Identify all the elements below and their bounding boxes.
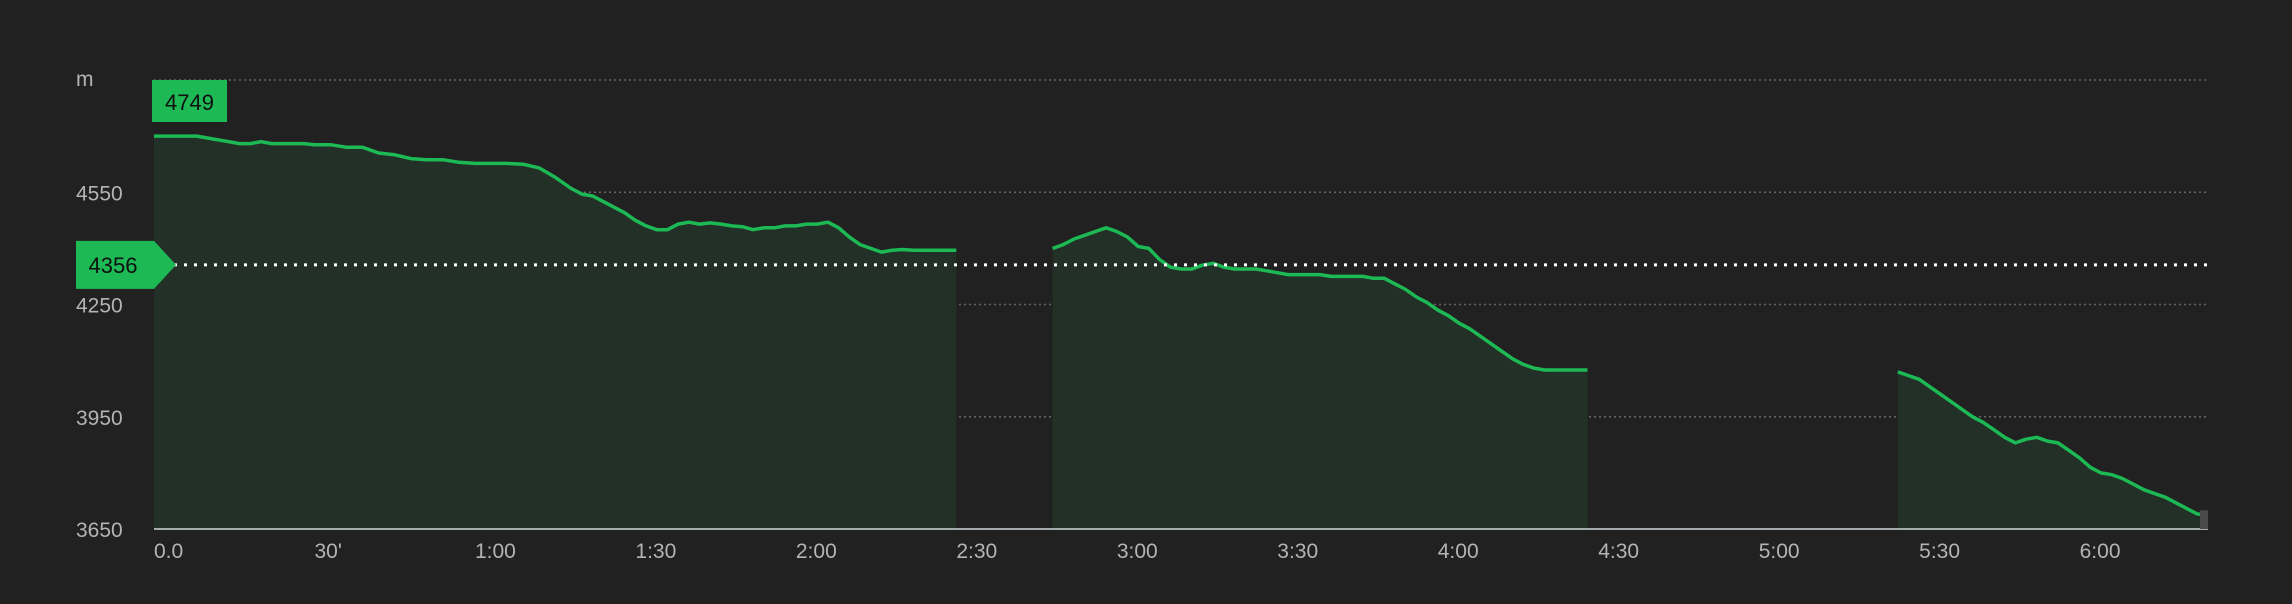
x-tick-label-1: 30' [314,540,341,563]
x-tick-label-0: 0.0 [154,540,183,563]
x-tick-label-10: 5:00 [1759,540,1800,563]
y-axis-unit-label: m [76,68,94,91]
x-tick-label-2: 1:00 [475,540,516,563]
max-elevation-badge [152,80,227,122]
y-tick-label-4550: 4550 [76,182,123,205]
elevation-area-2 [1052,227,1588,530]
y-tick-label-3650: 3650 [76,519,123,542]
track-end-marker [2200,510,2208,529]
x-tick-label-4: 2:00 [796,540,837,563]
x-tick-label-7: 3:30 [1277,540,1318,563]
elevation-line-1 [154,134,957,254]
y-tick-label-4250: 4250 [76,295,123,318]
y-tick-label-3950: 3950 [76,407,123,430]
elevation-area-3 [1897,371,2208,529]
elevation-area-1 [154,136,957,529]
elevation-line-3 [1897,370,2209,517]
x-tick-label-9: 4:30 [1598,540,1639,563]
max-elevation-label: 4749 [165,90,214,115]
x-tick-label-11: 5:30 [1919,540,1960,563]
current-elevation-badge [76,240,176,289]
x-tick-label-8: 4:00 [1438,540,1479,563]
x-tick-label-6: 3:00 [1117,540,1158,563]
current-elevation-label: 4356 [89,253,138,278]
elevation-line-2 [1052,226,1588,372]
x-tick-label-5: 2:30 [956,540,997,563]
x-tick-label-3: 1:30 [635,540,676,563]
x-tick-label-12: 6:00 [2080,540,2121,563]
